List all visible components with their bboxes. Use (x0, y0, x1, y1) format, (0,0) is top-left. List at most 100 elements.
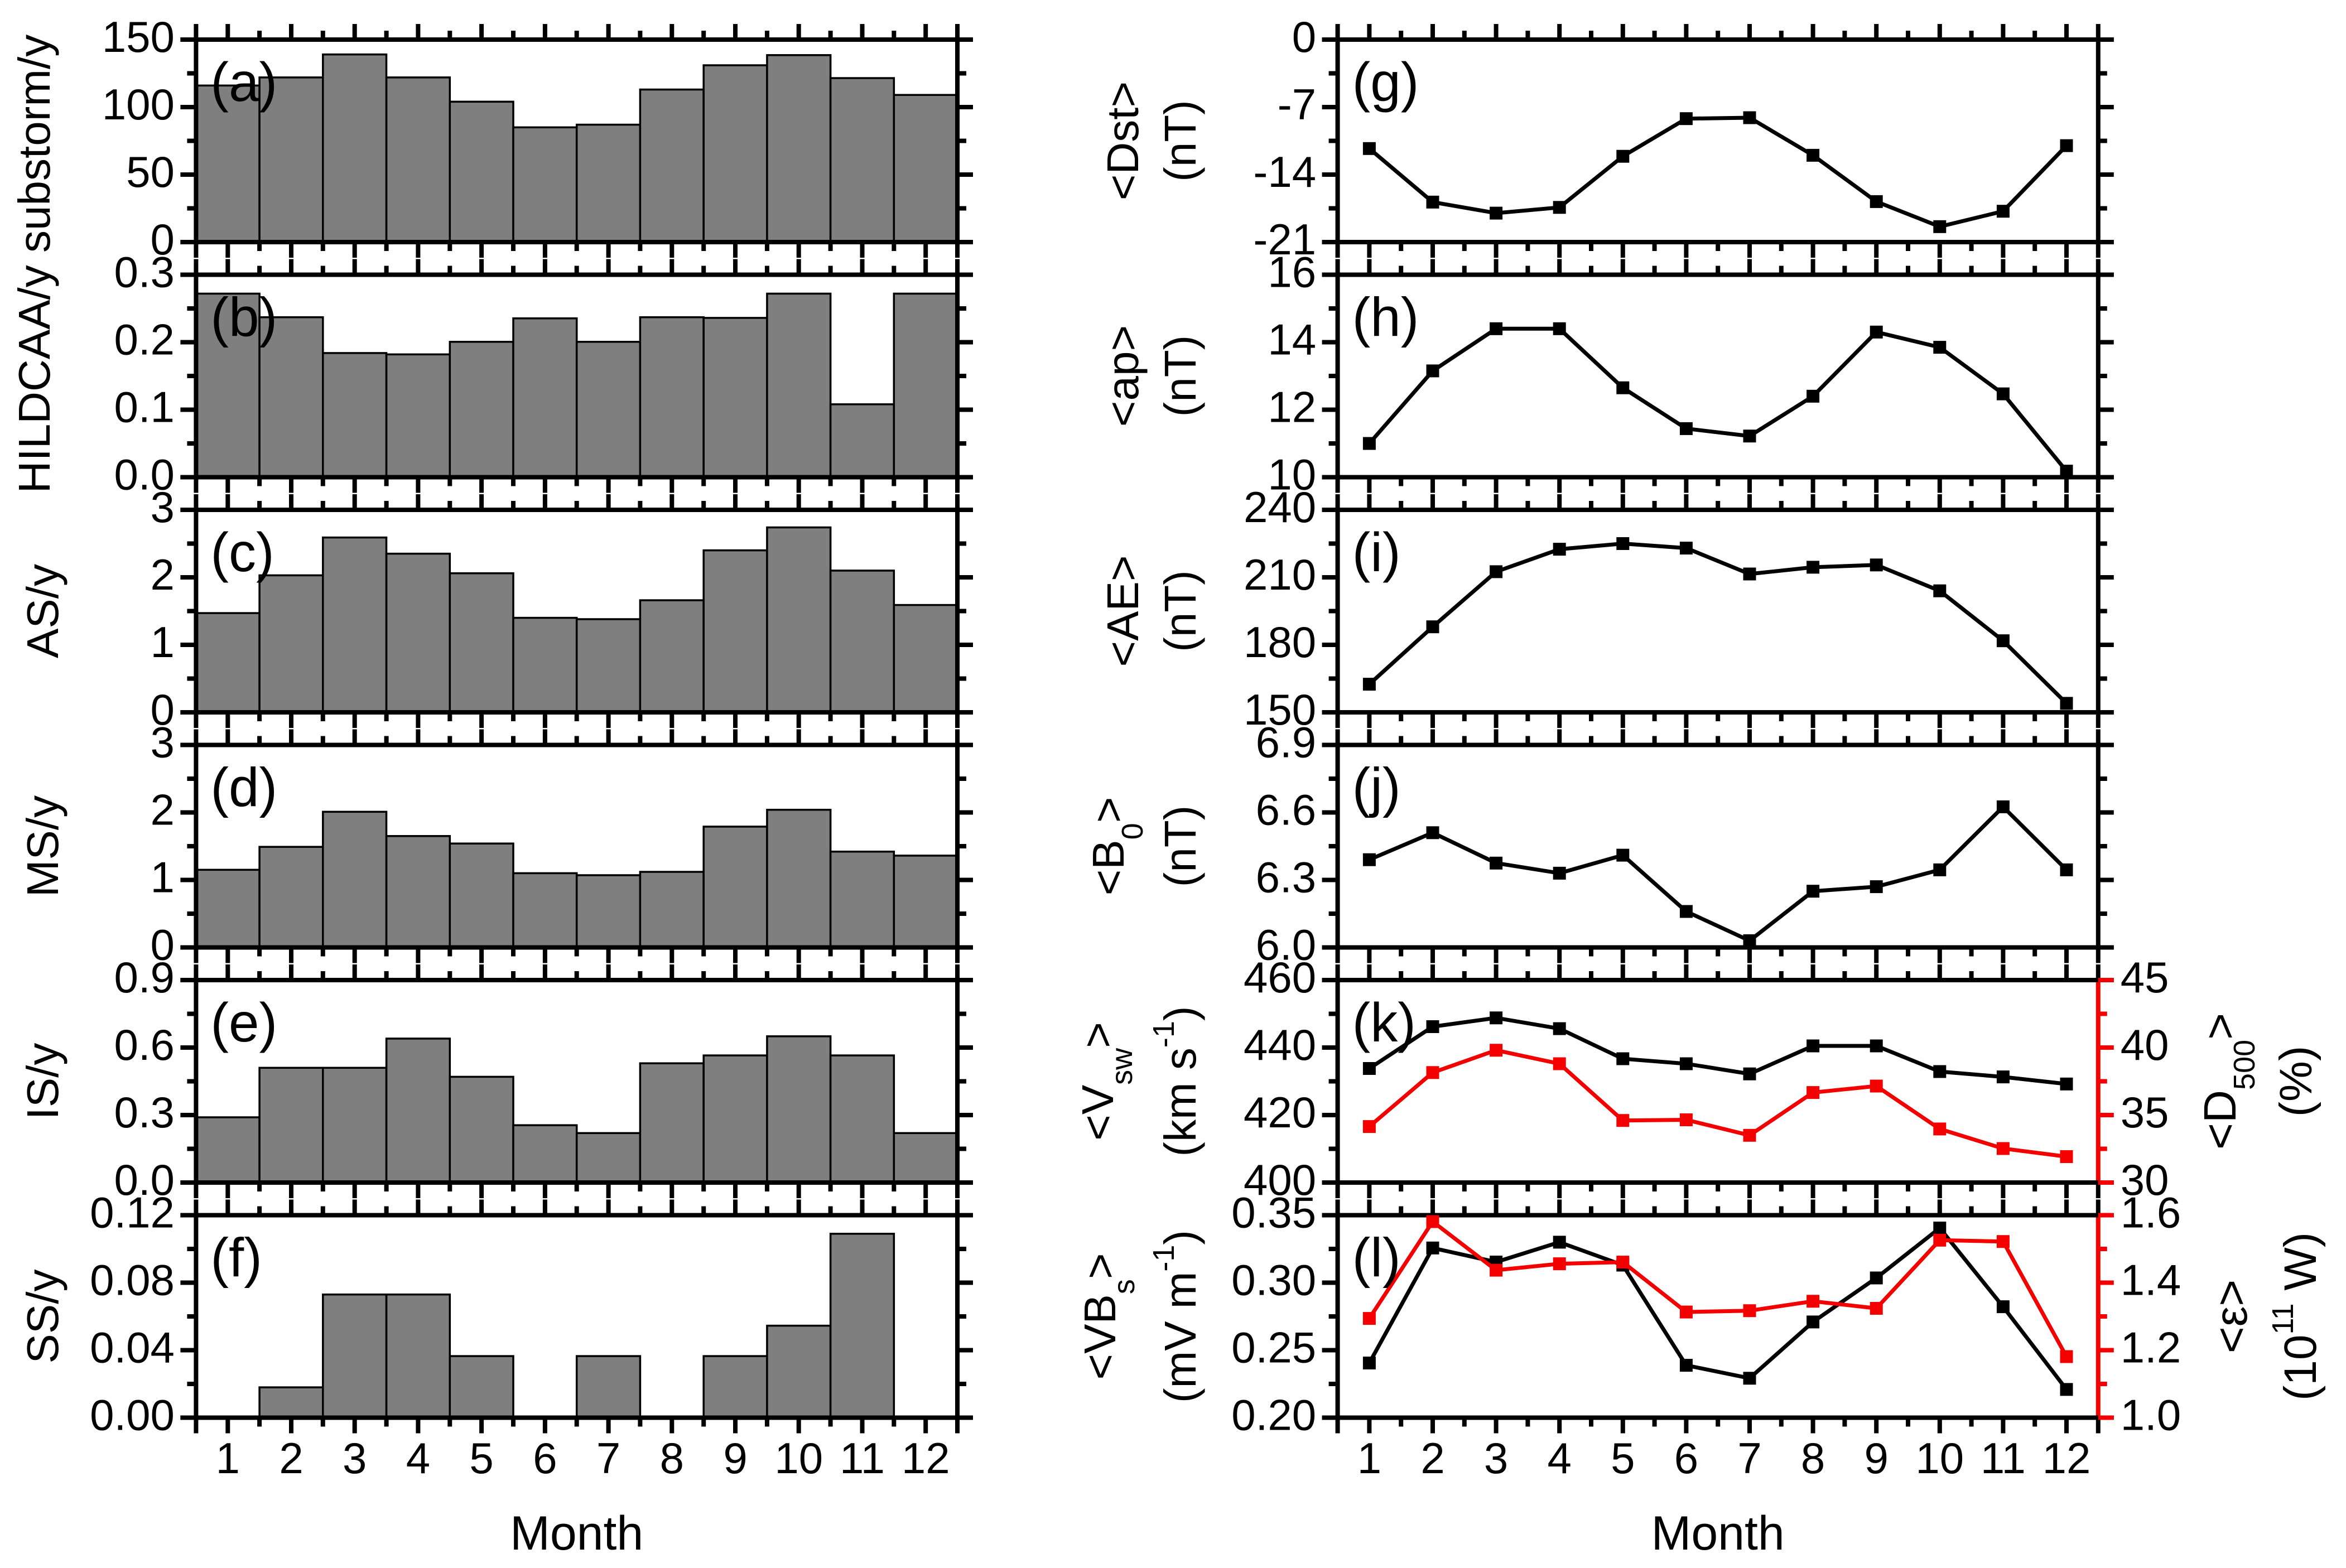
svg-text:MS/y: MS/y (18, 795, 68, 897)
svg-text:0: 0 (151, 215, 175, 264)
svg-text:(1011 W): (1011 W) (2266, 1232, 2326, 1401)
svg-text:6: 6 (1674, 1434, 1698, 1483)
svg-text:1: 1 (151, 617, 175, 667)
svg-text:HILDCAA/y substorm/y: HILDCAA/y substorm/y (9, 35, 59, 493)
svg-text:12: 12 (2042, 1434, 2091, 1483)
svg-text:10: 10 (774, 1434, 823, 1483)
svg-text:35: 35 (2121, 1088, 2169, 1137)
svg-text:10: 10 (1915, 1434, 1964, 1483)
svg-text:0.20: 0.20 (1231, 1391, 1316, 1440)
svg-text:45: 45 (2121, 953, 2169, 1002)
svg-text:440: 440 (1244, 1020, 1316, 1069)
svg-text:0: 0 (151, 920, 175, 969)
svg-text:40: 40 (2121, 1020, 2169, 1069)
svg-text:9: 9 (1865, 1434, 1889, 1483)
svg-text:(nT): (nT) (1155, 570, 1205, 652)
svg-text:7: 7 (1737, 1434, 1761, 1483)
svg-text:6.0: 6.0 (1256, 920, 1316, 969)
svg-text:12: 12 (1268, 383, 1316, 432)
svg-text:IS/y: IS/y (18, 1043, 68, 1120)
svg-text:(g): (g) (1352, 51, 1419, 113)
svg-text:Month: Month (1651, 1507, 1785, 1560)
svg-text:1: 1 (1357, 1434, 1381, 1483)
svg-text:14: 14 (1268, 315, 1316, 364)
svg-text:-21: -21 (1253, 215, 1316, 264)
svg-text:1.6: 1.6 (2121, 1188, 2181, 1237)
svg-text:11: 11 (1981, 1434, 2026, 1483)
svg-text:0.0: 0.0 (114, 1155, 174, 1204)
svg-text:0.35: 0.35 (1231, 1188, 1316, 1237)
svg-text:50: 50 (126, 147, 175, 196)
svg-text:3: 3 (1484, 1434, 1508, 1483)
svg-text:2: 2 (279, 1434, 303, 1483)
svg-text:7: 7 (596, 1434, 620, 1483)
svg-text:0.08: 0.08 (90, 1256, 175, 1305)
svg-text:(k): (k) (1352, 992, 1416, 1053)
svg-text:0.3: 0.3 (114, 248, 174, 297)
svg-text:3: 3 (151, 718, 175, 767)
svg-text:6.9: 6.9 (1256, 718, 1316, 767)
svg-text:0.04: 0.04 (90, 1323, 175, 1372)
svg-text:(nT): (nT) (1155, 805, 1205, 887)
svg-text:(f): (f) (210, 1227, 262, 1289)
svg-text:0: 0 (151, 685, 175, 734)
svg-text:30: 30 (2121, 1155, 2169, 1204)
svg-text:8: 8 (660, 1434, 684, 1483)
svg-text:(nT): (nT) (1155, 100, 1205, 182)
svg-text:<ap>: <ap> (1098, 325, 1148, 427)
svg-text:(h): (h) (1352, 287, 1419, 348)
svg-text:3: 3 (343, 1434, 367, 1483)
svg-text:4: 4 (1548, 1434, 1572, 1483)
svg-text:1: 1 (216, 1434, 240, 1483)
svg-text:6.6: 6.6 (1256, 785, 1316, 834)
svg-text:1.4: 1.4 (2121, 1256, 2181, 1305)
svg-text:5: 5 (469, 1434, 493, 1483)
svg-text:0.2: 0.2 (114, 315, 174, 364)
svg-text:-7: -7 (1278, 80, 1316, 129)
svg-text:(l): (l) (1352, 1227, 1401, 1289)
svg-text:0.9: 0.9 (114, 953, 174, 1002)
svg-text:(nT): (nT) (1155, 335, 1205, 417)
svg-text:(e): (e) (210, 992, 277, 1053)
svg-text:6.3: 6.3 (1256, 853, 1316, 902)
svg-text:SS/y: SS/y (18, 1270, 68, 1364)
svg-text:-14: -14 (1253, 147, 1316, 196)
svg-text:0.3: 0.3 (114, 1088, 174, 1137)
svg-text:(%): (%) (2271, 1046, 2321, 1117)
svg-text:400: 400 (1244, 1155, 1316, 1204)
svg-text:(c): (c) (210, 522, 274, 583)
svg-text:2: 2 (1420, 1434, 1444, 1483)
svg-text:10: 10 (1268, 450, 1316, 499)
svg-text:2: 2 (151, 785, 175, 834)
svg-text:150: 150 (1244, 685, 1316, 734)
svg-text:AS/y: AS/y (18, 564, 68, 658)
svg-text:(b): (b) (210, 287, 277, 348)
svg-text:180: 180 (1244, 617, 1316, 667)
svg-text:0: 0 (1292, 12, 1316, 61)
svg-text:12: 12 (902, 1434, 950, 1483)
svg-text:(a): (a) (210, 51, 277, 113)
svg-text:11: 11 (840, 1434, 885, 1483)
svg-text:4: 4 (406, 1434, 430, 1483)
svg-text:6: 6 (533, 1434, 557, 1483)
svg-text:1.0: 1.0 (2121, 1391, 2181, 1440)
svg-text:100: 100 (102, 80, 175, 129)
svg-text:0.00: 0.00 (90, 1391, 175, 1440)
svg-text:2: 2 (151, 550, 175, 599)
svg-text:0.0: 0.0 (114, 450, 174, 499)
svg-text:210: 210 (1244, 550, 1316, 599)
svg-text:(j): (j) (1352, 757, 1401, 818)
svg-text:150: 150 (102, 12, 175, 61)
svg-text:(d): (d) (210, 757, 277, 818)
svg-text:420: 420 (1244, 1088, 1316, 1137)
svg-text:240: 240 (1244, 483, 1316, 532)
svg-text:(i): (i) (1352, 522, 1401, 583)
svg-text:0.25: 0.25 (1231, 1323, 1316, 1372)
svg-text:<Dst>: <Dst> (1098, 81, 1148, 200)
svg-text:8: 8 (1801, 1434, 1825, 1483)
svg-text:1: 1 (151, 853, 175, 902)
svg-text:16: 16 (1268, 248, 1316, 297)
svg-text:9: 9 (723, 1434, 747, 1483)
svg-text:<AE>: <AE> (1098, 555, 1148, 667)
svg-text:5: 5 (1611, 1434, 1635, 1483)
